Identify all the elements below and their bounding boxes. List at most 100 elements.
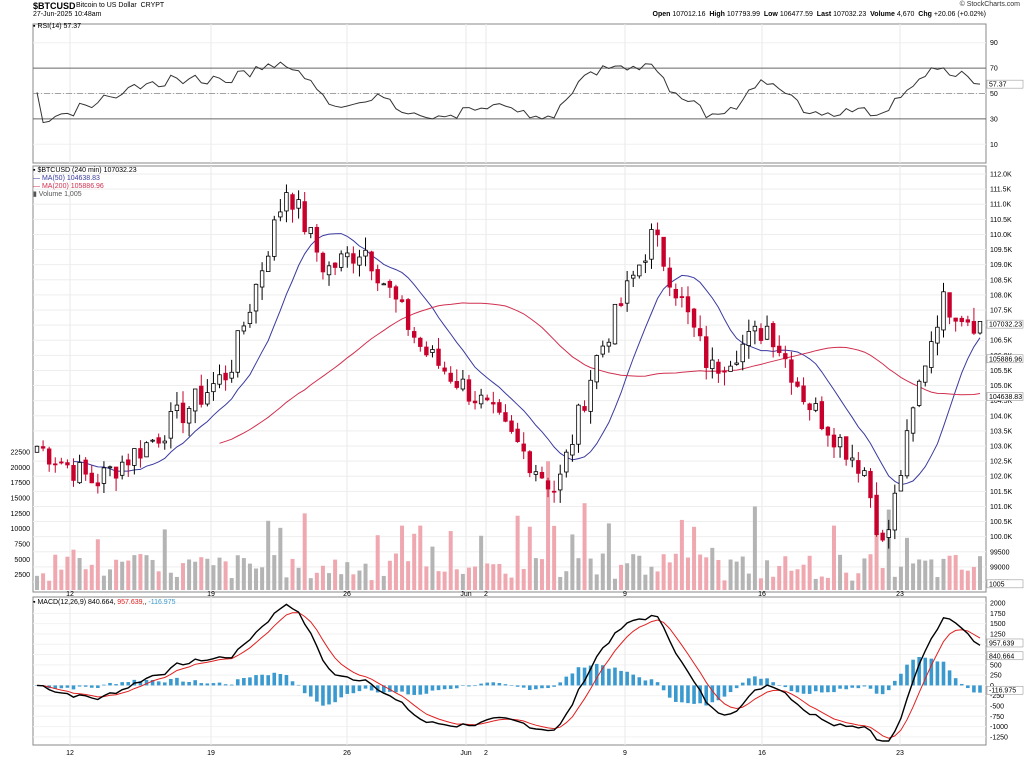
volume-bar xyxy=(923,560,928,590)
volume-bar xyxy=(552,525,557,590)
candle-body xyxy=(338,253,344,268)
volume-bar xyxy=(935,577,940,590)
volume-bar xyxy=(229,578,234,590)
candle-body xyxy=(661,236,666,267)
macd-histogram-bar xyxy=(296,684,301,686)
candle-body xyxy=(843,436,849,460)
candle-body xyxy=(898,475,904,492)
macd-histogram-bar xyxy=(832,685,836,693)
macd-histogram-bar xyxy=(582,667,587,686)
volume-bar xyxy=(363,563,368,590)
macd-histogram-bar xyxy=(290,681,295,686)
macd-histogram-bar xyxy=(205,683,210,686)
candle-body xyxy=(953,317,958,322)
candle-body xyxy=(734,362,739,365)
macd-histogram-bar xyxy=(534,685,538,690)
candle-body xyxy=(764,325,770,340)
macd-histogram-bar xyxy=(643,680,648,686)
volume-bar xyxy=(746,573,751,590)
candle-body xyxy=(497,402,502,413)
ma200-current-label-bg xyxy=(986,354,1024,364)
candle-body xyxy=(448,372,453,382)
candle-body xyxy=(789,359,794,383)
volume-bar xyxy=(801,564,806,590)
volume-bar xyxy=(850,580,855,590)
volume-bar xyxy=(679,519,684,590)
candle-body xyxy=(168,411,174,439)
candle-body xyxy=(491,402,496,405)
volume-tick-label: 2500 xyxy=(14,572,30,579)
macd-histogram-bar xyxy=(400,685,404,692)
macd-tick-label: -1250 xyxy=(990,734,1008,741)
volume-bar xyxy=(570,534,575,590)
volume-tick-label: 17500 xyxy=(11,480,31,487)
macd-histogram-bar xyxy=(53,685,58,689)
exchange: CRYPT xyxy=(140,2,165,9)
x-tick-label: 23 xyxy=(896,750,904,757)
candle-body xyxy=(302,201,307,233)
volume-bar xyxy=(582,503,587,590)
candle-body xyxy=(418,337,423,347)
candle-body xyxy=(558,473,563,491)
candle-body xyxy=(272,219,277,257)
candle-body xyxy=(637,264,642,277)
macd-histogram-bar xyxy=(114,684,118,686)
volume-bar xyxy=(35,575,39,590)
macd-histogram-bar xyxy=(327,685,331,705)
candle-body xyxy=(320,252,326,273)
candle-body xyxy=(509,420,514,432)
macd-histogram-bar xyxy=(692,685,696,704)
volume-bar xyxy=(47,580,52,590)
macd-histogram-bar xyxy=(181,681,185,686)
volume-bar xyxy=(619,564,624,590)
volume-bar xyxy=(521,568,526,590)
candle-body xyxy=(284,192,289,212)
price-tick-label: 104.0K xyxy=(990,413,1013,420)
macd-tick-label: 2000 xyxy=(990,601,1006,608)
volume-bar xyxy=(308,578,313,590)
macd-histogram-bar xyxy=(856,685,861,689)
volume-bar xyxy=(831,525,836,590)
macd-current-label-bg xyxy=(986,651,1024,661)
macd-histogram-bar xyxy=(564,676,569,686)
macd-histogram-bar xyxy=(716,685,721,701)
volume-bar xyxy=(430,546,435,590)
quote-line: Open 107012.16 High 107793.99 Low 106477… xyxy=(653,11,986,18)
volume-bar xyxy=(479,535,484,590)
price-tick-label: 105.5K xyxy=(990,368,1013,375)
volume-bar xyxy=(886,509,891,590)
volume-bar xyxy=(53,554,58,590)
candle-body xyxy=(752,325,758,332)
candle-body xyxy=(576,404,581,445)
volume-bar xyxy=(649,566,654,590)
candle-body xyxy=(503,412,508,422)
grid-lines xyxy=(33,24,986,745)
candle-body xyxy=(868,470,873,499)
macd-histogram-bar xyxy=(266,675,270,686)
macd-histogram-bar xyxy=(150,679,155,686)
volume-bar xyxy=(710,547,715,590)
ma200-line xyxy=(219,302,981,444)
macd-histogram-bar xyxy=(369,685,374,691)
candle-body xyxy=(199,385,204,405)
macd-histogram-bar xyxy=(570,673,575,686)
candle-body xyxy=(716,361,721,374)
volume-bar xyxy=(813,578,818,590)
candle-body xyxy=(977,321,983,334)
price-tick-label: 99500 xyxy=(990,549,1010,556)
candle-body xyxy=(375,269,380,284)
volume-bar xyxy=(625,563,630,590)
volume-bar xyxy=(65,556,70,590)
volume-bar xyxy=(734,561,739,590)
macd-histogram-bar xyxy=(978,685,982,693)
macd-histogram-bar xyxy=(509,685,514,686)
volume-bar xyxy=(454,569,459,590)
ma200-current-label: 105886.96 xyxy=(989,356,1022,363)
macd-histogram-bar xyxy=(394,685,398,693)
macd-legend-macd: 840.664, xyxy=(88,599,116,606)
macd-histogram-bar xyxy=(552,685,556,687)
volume-bar xyxy=(722,580,727,590)
macd-histogram-bar xyxy=(302,685,307,694)
macd-histogram-bar xyxy=(479,683,483,686)
volume-bar xyxy=(387,560,392,590)
